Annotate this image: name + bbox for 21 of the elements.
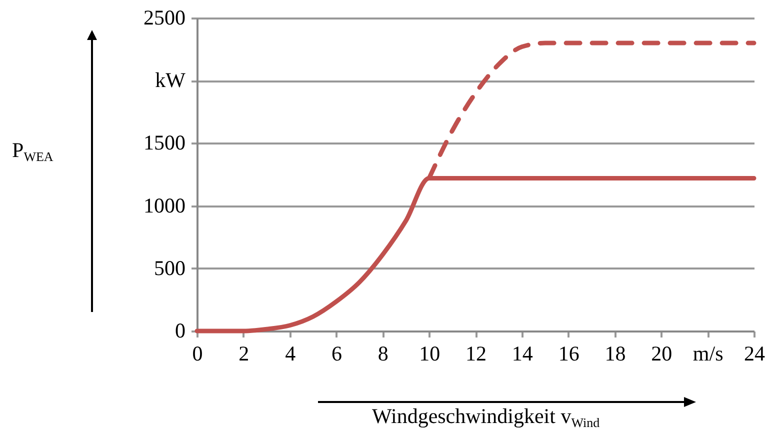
y-tick-label: kW <box>155 68 186 92</box>
x-tick-label: 10 <box>419 342 440 366</box>
x-tick-label: 0 <box>192 342 203 366</box>
x-axis-title: Windgeschwindigkeit v$_{Wind}$ <box>372 404 600 431</box>
x-tick-label: 16 <box>558 342 580 366</box>
y-axis-title: P$_{WEA}$ <box>12 138 54 165</box>
x-tick-label: 4 <box>285 342 296 366</box>
x-tick-label: 6 <box>332 342 342 366</box>
y-tick-label: 1000 <box>144 193 186 218</box>
x-tick-label: 18 <box>604 342 626 366</box>
x-tick-label: 12 <box>466 342 486 366</box>
x-tick-label: 20 <box>651 342 672 366</box>
x-tick-label: 2 <box>238 342 250 366</box>
y-tick-label: 1500 <box>144 130 186 155</box>
x-tick-label: 14 <box>512 342 534 366</box>
y-tick-label: 0 <box>175 318 186 342</box>
x-tick-label: 8 <box>378 342 388 366</box>
x-tick-label: 24 <box>744 342 766 366</box>
y-tick-label: 2500 <box>144 6 186 30</box>
y-tick-label: 500 <box>154 256 186 280</box>
x-tick-label: m/s <box>692 342 724 366</box>
